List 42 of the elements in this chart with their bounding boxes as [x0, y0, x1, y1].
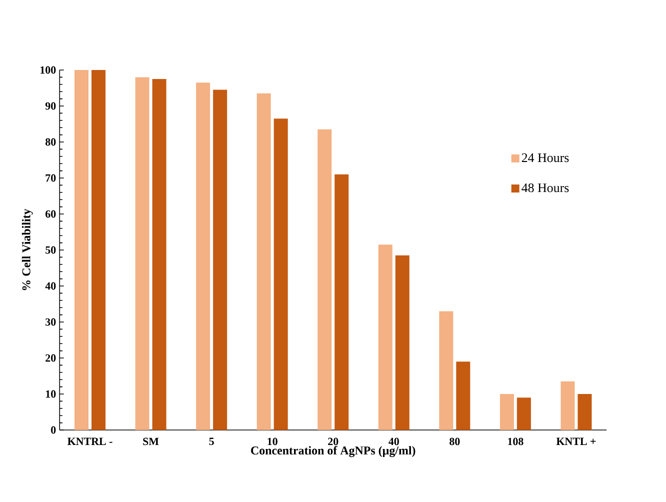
y-tick-label: 90	[45, 102, 56, 110]
bar	[578, 394, 592, 430]
y-tick-label: 40	[45, 282, 56, 290]
x-tick-label: 80	[450, 438, 460, 446]
legend-label: 24 Hours	[522, 153, 569, 162]
x-tick-label: 5	[209, 438, 214, 446]
y-tick-label: 10	[46, 390, 56, 398]
y-axis-title: % Cell Viability	[22, 208, 33, 290]
bar	[560, 381, 575, 430]
y-tick-label: 100	[40, 66, 56, 74]
x-tick-label: KNTL +	[556, 438, 596, 445]
x-tick-label: KNTRL -	[68, 438, 112, 445]
bar	[456, 362, 470, 430]
bar	[516, 398, 531, 430]
bar	[74, 70, 88, 430]
x-tick-label: 40	[388, 438, 399, 446]
bar	[378, 244, 392, 430]
bar	[395, 255, 410, 430]
bar	[135, 77, 150, 430]
y-tick-label: 30	[46, 318, 56, 326]
x-tick-label: SM	[143, 438, 159, 446]
bar	[334, 174, 349, 430]
y-tick-label: 70	[46, 174, 56, 182]
bar	[152, 78, 166, 430]
x-tick-label: 20	[328, 438, 338, 446]
legend-label: 48 Hours	[522, 183, 569, 192]
bar	[439, 311, 454, 430]
y-tick-label: 50	[46, 246, 56, 254]
x-axis-title: Concentration of AgNPs (µg/ml)	[251, 446, 416, 458]
y-tick-label: 20	[46, 354, 56, 362]
y-tick-label: 60	[46, 210, 56, 218]
bar	[92, 70, 106, 430]
bar	[274, 118, 288, 430]
bar	[256, 93, 271, 430]
bar	[213, 90, 228, 430]
bar	[196, 82, 210, 430]
bar	[500, 394, 514, 430]
x-tick-label: 108	[508, 438, 524, 446]
y-tick-label: 0	[51, 426, 56, 434]
x-tick-label: 10	[268, 438, 278, 446]
y-tick-label: 80	[45, 138, 56, 146]
bar	[318, 129, 332, 430]
